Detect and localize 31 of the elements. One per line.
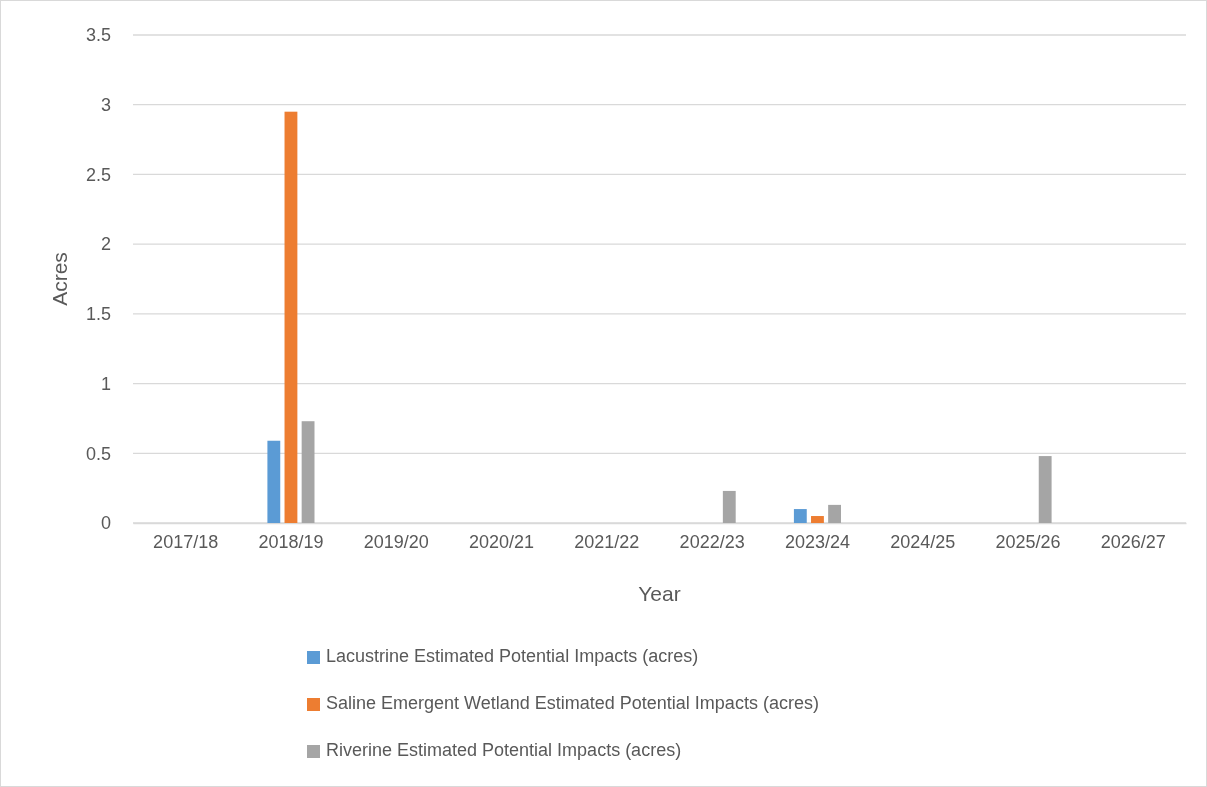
bar: [301, 421, 315, 523]
x-tick-label: 2022/23: [679, 531, 745, 552]
x-tick-label: 2017/18: [153, 531, 219, 552]
legend-label: Riverine Estimated Potential Impacts (acres): [326, 740, 682, 761]
x-tick-label: 2026/27: [1100, 531, 1166, 552]
y-tick-label: 2: [100, 234, 111, 255]
y-tick-label: 3.5: [85, 25, 111, 46]
bar: [793, 509, 807, 523]
y-axis-title: Acres: [48, 252, 71, 306]
y-tick-label: 1.5: [85, 304, 111, 325]
x-tick-label: 2020/21: [469, 531, 535, 552]
bar: [722, 490, 736, 523]
y-tick-label: 0: [100, 513, 111, 534]
y-tick-label: 1: [100, 373, 111, 394]
bar: [811, 516, 824, 523]
legend-label: Lacustrine Estimated Potential Impacts (acres): [326, 646, 699, 667]
bar: [1038, 456, 1052, 523]
y-tick-label: 0.5: [85, 443, 111, 464]
bar: [828, 504, 841, 523]
bar: [284, 111, 298, 523]
x-tick-label: 2023/24: [784, 531, 850, 552]
x-tick-label: 2019/20: [363, 531, 429, 552]
legend-label: Saline Emergent Wetland Estimated Potential Impacts (acres): [326, 693, 819, 714]
bar: [267, 440, 281, 523]
y-tick-label: 3: [100, 94, 111, 115]
y-tick-label: 2.5: [85, 164, 111, 185]
x-tick-label: 2021/22: [574, 531, 640, 552]
x-tick-label: 2024/25: [890, 531, 956, 552]
x-tick-label: 2025/26: [995, 531, 1061, 552]
x-axis-title: Year: [638, 582, 681, 605]
x-tick-label: 2018/19: [258, 531, 324, 552]
